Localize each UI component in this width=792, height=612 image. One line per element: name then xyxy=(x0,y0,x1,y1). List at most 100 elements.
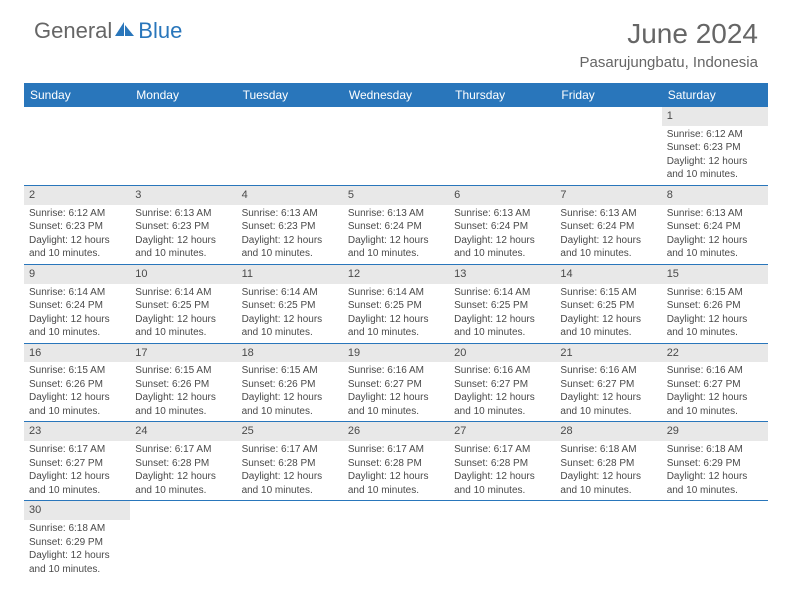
sunrise-text: Sunrise: 6:17 AM xyxy=(348,443,444,457)
day-number: 14 xyxy=(555,265,661,284)
day-info: Sunrise: 6:13 AMSunset: 6:24 PMDaylight:… xyxy=(454,207,550,261)
day-cell xyxy=(130,501,236,579)
day-number: 16 xyxy=(24,344,130,363)
day-header: Thursday xyxy=(449,83,555,107)
day-cell: 29Sunrise: 6:18 AMSunset: 6:29 PMDayligh… xyxy=(662,422,768,500)
day-info: Sunrise: 6:17 AMSunset: 6:27 PMDaylight:… xyxy=(29,443,125,497)
day-number: 26 xyxy=(343,422,449,441)
day-info: Sunrise: 6:13 AMSunset: 6:23 PMDaylight:… xyxy=(135,207,231,261)
sunrise-text: Sunrise: 6:15 AM xyxy=(667,286,763,300)
day-number: 2 xyxy=(24,186,130,205)
day-header: Sunday xyxy=(24,83,130,107)
day-number: 22 xyxy=(662,344,768,363)
day-number: 7 xyxy=(555,186,661,205)
sunset-text: Sunset: 6:27 PM xyxy=(667,378,763,392)
sunset-text: Sunset: 6:23 PM xyxy=(667,141,763,155)
day-cell: 5Sunrise: 6:13 AMSunset: 6:24 PMDaylight… xyxy=(343,186,449,264)
sunset-text: Sunset: 6:24 PM xyxy=(560,220,656,234)
day-cell: 23Sunrise: 6:17 AMSunset: 6:27 PMDayligh… xyxy=(24,422,130,500)
daylight-text: Daylight: 12 hours and 10 minutes. xyxy=(348,391,444,418)
day-number xyxy=(237,501,343,520)
sunrise-text: Sunrise: 6:17 AM xyxy=(135,443,231,457)
day-info: Sunrise: 6:15 AMSunset: 6:26 PMDaylight:… xyxy=(29,364,125,418)
day-cell: 26Sunrise: 6:17 AMSunset: 6:28 PMDayligh… xyxy=(343,422,449,500)
sunrise-text: Sunrise: 6:12 AM xyxy=(29,207,125,221)
week-row: 1Sunrise: 6:12 AMSunset: 6:23 PMDaylight… xyxy=(24,107,768,186)
day-cell xyxy=(24,107,130,185)
week-row: 30Sunrise: 6:18 AMSunset: 6:29 PMDayligh… xyxy=(24,501,768,579)
day-cell: 30Sunrise: 6:18 AMSunset: 6:29 PMDayligh… xyxy=(24,501,130,579)
sunset-text: Sunset: 6:26 PM xyxy=(242,378,338,392)
daylight-text: Daylight: 12 hours and 10 minutes. xyxy=(29,470,125,497)
day-cell: 18Sunrise: 6:15 AMSunset: 6:26 PMDayligh… xyxy=(237,344,343,422)
sunset-text: Sunset: 6:23 PM xyxy=(29,220,125,234)
sunrise-text: Sunrise: 6:16 AM xyxy=(348,364,444,378)
day-cell xyxy=(449,501,555,579)
week-row: 9Sunrise: 6:14 AMSunset: 6:24 PMDaylight… xyxy=(24,265,768,344)
day-number xyxy=(343,501,449,520)
sunrise-text: Sunrise: 6:17 AM xyxy=(454,443,550,457)
day-info: Sunrise: 6:15 AMSunset: 6:25 PMDaylight:… xyxy=(560,286,656,340)
day-number: 25 xyxy=(237,422,343,441)
day-number xyxy=(555,107,661,126)
daylight-text: Daylight: 12 hours and 10 minutes. xyxy=(560,470,656,497)
daylight-text: Daylight: 12 hours and 10 minutes. xyxy=(667,391,763,418)
daylight-text: Daylight: 12 hours and 10 minutes. xyxy=(560,313,656,340)
page-header: General Blue June 2024 Pasarujungbatu, I… xyxy=(0,0,792,79)
sunset-text: Sunset: 6:26 PM xyxy=(667,299,763,313)
sunset-text: Sunset: 6:29 PM xyxy=(29,536,125,550)
day-cell: 4Sunrise: 6:13 AMSunset: 6:23 PMDaylight… xyxy=(237,186,343,264)
sunset-text: Sunset: 6:23 PM xyxy=(135,220,231,234)
day-info: Sunrise: 6:13 AMSunset: 6:23 PMDaylight:… xyxy=(242,207,338,261)
sunset-text: Sunset: 6:24 PM xyxy=(454,220,550,234)
day-number: 19 xyxy=(343,344,449,363)
day-number xyxy=(130,501,236,520)
day-number: 11 xyxy=(237,265,343,284)
sunset-text: Sunset: 6:25 PM xyxy=(135,299,231,313)
sunset-text: Sunset: 6:25 PM xyxy=(348,299,444,313)
sunrise-text: Sunrise: 6:18 AM xyxy=(560,443,656,457)
day-info: Sunrise: 6:17 AMSunset: 6:28 PMDaylight:… xyxy=(242,443,338,497)
logo-text-general: General xyxy=(34,18,112,44)
day-header: Monday xyxy=(130,83,236,107)
daylight-text: Daylight: 12 hours and 10 minutes. xyxy=(135,470,231,497)
day-number xyxy=(662,501,768,520)
day-cell: 20Sunrise: 6:16 AMSunset: 6:27 PMDayligh… xyxy=(449,344,555,422)
day-cell: 28Sunrise: 6:18 AMSunset: 6:28 PMDayligh… xyxy=(555,422,661,500)
sunrise-text: Sunrise: 6:15 AM xyxy=(135,364,231,378)
day-cell: 6Sunrise: 6:13 AMSunset: 6:24 PMDaylight… xyxy=(449,186,555,264)
day-cell: 16Sunrise: 6:15 AMSunset: 6:26 PMDayligh… xyxy=(24,344,130,422)
day-cell: 27Sunrise: 6:17 AMSunset: 6:28 PMDayligh… xyxy=(449,422,555,500)
daylight-text: Daylight: 12 hours and 10 minutes. xyxy=(29,313,125,340)
day-cell: 10Sunrise: 6:14 AMSunset: 6:25 PMDayligh… xyxy=(130,265,236,343)
day-number: 21 xyxy=(555,344,661,363)
calendar: Sunday Monday Tuesday Wednesday Thursday… xyxy=(24,83,768,579)
daylight-text: Daylight: 12 hours and 10 minutes. xyxy=(242,313,338,340)
logo: General Blue xyxy=(34,18,182,44)
sunset-text: Sunset: 6:27 PM xyxy=(454,378,550,392)
day-cell: 24Sunrise: 6:17 AMSunset: 6:28 PMDayligh… xyxy=(130,422,236,500)
sunset-text: Sunset: 6:24 PM xyxy=(667,220,763,234)
day-info: Sunrise: 6:14 AMSunset: 6:24 PMDaylight:… xyxy=(29,286,125,340)
day-number: 20 xyxy=(449,344,555,363)
day-number: 27 xyxy=(449,422,555,441)
day-cell xyxy=(237,107,343,185)
day-header: Wednesday xyxy=(343,83,449,107)
day-cell xyxy=(237,501,343,579)
day-number xyxy=(130,107,236,126)
day-header: Friday xyxy=(555,83,661,107)
daylight-text: Daylight: 12 hours and 10 minutes. xyxy=(667,155,763,182)
day-cell: 7 Sunrise: 6:13 AMSunset: 6:24 PMDaylight… xyxy=(555,186,661,264)
sunset-text: Sunset: 6:26 PM xyxy=(29,378,125,392)
sunrise-text: Sunrise: 6:14 AM xyxy=(242,286,338,300)
day-info: Sunrise: 6:18 AMSunset: 6:29 PMDaylight:… xyxy=(29,522,125,576)
sunrise-text: Sunrise: 6:14 AM xyxy=(454,286,550,300)
day-cell: 2Sunrise: 6:12 AMSunset: 6:23 PMDaylight… xyxy=(24,186,130,264)
sunrise-text: Sunrise: 6:16 AM xyxy=(667,364,763,378)
title-block: June 2024 Pasarujungbatu, Indonesia xyxy=(580,18,758,71)
day-info: Sunrise: 6:16 AMSunset: 6:27 PMDaylight:… xyxy=(348,364,444,418)
sunrise-text: Sunrise: 6:13 AM xyxy=(348,207,444,221)
day-info: Sunrise: 6:13 AMSunset: 6:24 PMDaylight:… xyxy=(560,207,656,261)
week-row: 23Sunrise: 6:17 AMSunset: 6:27 PMDayligh… xyxy=(24,422,768,501)
day-cell xyxy=(555,501,661,579)
